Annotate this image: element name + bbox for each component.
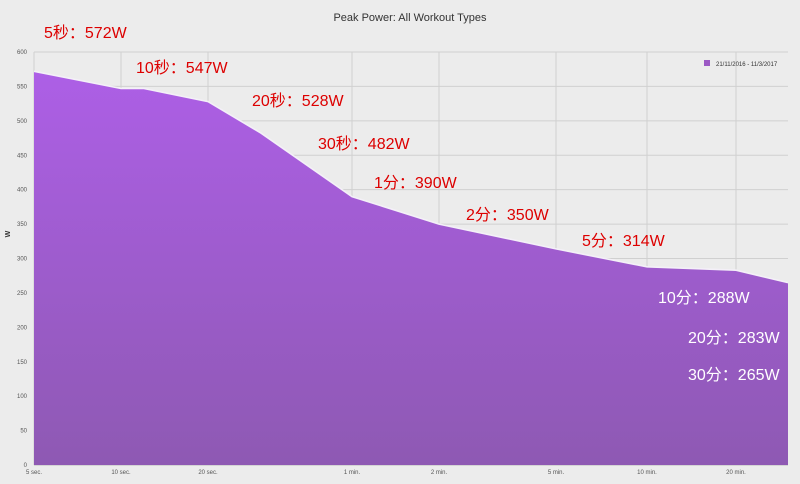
x-tick-label: 1 min. [344,470,361,476]
data-label-annotation: 5秒：572W [44,24,128,42]
data-label-annotation: 10分：288W [658,289,750,307]
y-axis-title: W [5,230,12,237]
y-tick-label: 500 [17,119,28,125]
series-area [34,71,788,466]
y-tick-label: 250 [17,291,28,297]
y-tick-label: 550 [17,84,28,90]
legend-label: 21/11/2016 - 11/3/2017 [716,62,778,68]
y-tick-label: 150 [17,360,28,366]
x-tick-label: 10 min. [637,470,657,476]
x-tick-label: 20 min. [726,470,746,476]
x-tick-label: 20 sec. [198,470,218,476]
y-tick-label: 450 [17,153,28,159]
data-label-annotation: 10秒：547W [136,59,228,77]
x-tick-label: 2 min. [431,470,448,476]
data-label-annotation: 20秒：528W [252,92,344,110]
data-label-annotation: 20分：283W [688,329,780,347]
x-tick-label: 10 sec. [111,470,131,476]
legend-swatch [704,60,710,66]
data-label-annotation: 2分：350W [466,206,550,224]
chart-title: Peak Power: All Workout Types [333,12,487,24]
data-label-annotation: 30分：265W [688,366,780,384]
series-line [33,70,789,284]
y-tick-label: 400 [17,188,28,194]
data-label-annotation: 30秒：482W [318,135,410,153]
y-tick-label: 100 [17,394,28,400]
y-tick-label: 200 [17,325,28,331]
x-tick-label: 5 sec. [26,470,42,476]
y-tick-label: 50 [20,429,27,435]
data-label-annotation: 5分：314W [582,232,666,250]
legend: 21/11/2016 - 11/3/2017 [704,60,778,68]
y-tick-label: 600 [17,50,28,56]
y-tick-label: 300 [17,257,28,263]
data-label-annotation: 1分：390W [374,174,458,192]
annotations: 5秒：572W 10秒：547W 20秒：528W 30秒：482W 1分：390W 2分… [44,24,780,384]
x-tick-label: 5 min. [548,470,565,476]
y-axis-ticks: 0 50 100 150 200 250 300 350 400 450 500 550 600 [17,50,28,469]
x-axis-ticks: 5 sec. 10 sec. 20 sec. 1 min. 2 min. 5 min. 10… [26,470,746,476]
y-tick-label: 350 [17,222,28,228]
y-tick-label: 0 [24,463,28,469]
